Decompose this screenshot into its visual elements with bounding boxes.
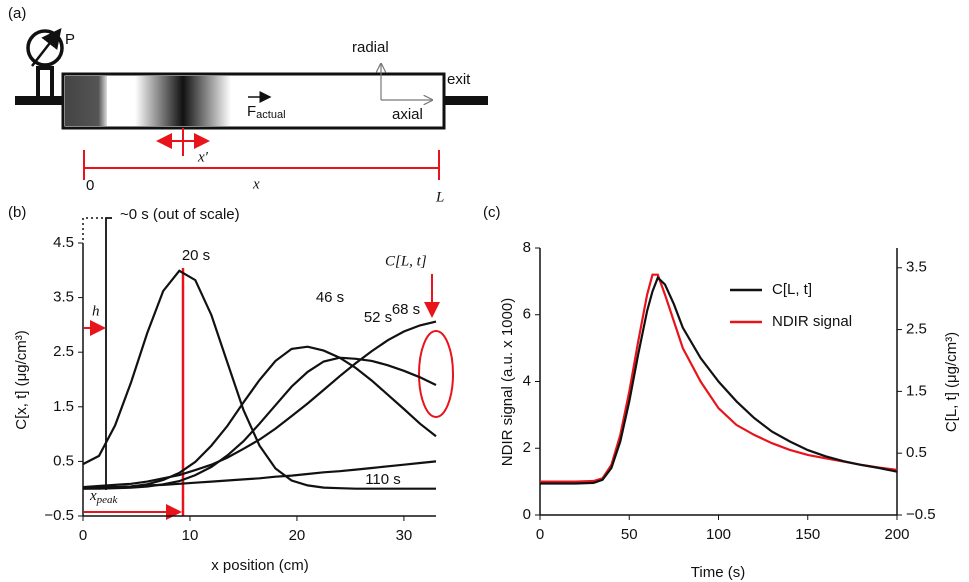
x-tick-label: 0 [536,526,544,543]
x-peak-base: x [89,488,97,504]
y-tick-label: 0.5 [53,452,74,469]
x-tick-label: 50 [621,526,638,543]
legend-label: C[L, t] [772,281,812,298]
data-line [540,273,898,483]
exit-label: exit [447,71,471,88]
y2-tick-label: 2.5 [906,321,927,338]
y2-tick-label: 3.5 [906,259,927,276]
concentration-band [135,76,231,126]
inlet-pipe [15,96,65,105]
start-label: 0 [86,177,94,194]
y-tick-label: 4.5 [53,234,74,251]
x-tick-label: 10 [182,527,199,544]
y-tick-label: 0 [523,506,531,523]
gauge-stem [36,66,54,96]
gauge-needle [31,28,62,67]
y2-tick-label: 0.5 [906,444,927,461]
data-line [82,460,437,489]
radial-label: radial [352,39,389,56]
curve-label: 110 s [365,471,401,488]
y-tick-label: 3.5 [53,289,74,306]
y-tick-label: 1.5 [53,398,74,415]
width-label: x′ [197,149,209,165]
y2-axis-label: C[L, t] (μg/cm³) [943,332,960,432]
y-tick-label: −0.5 [44,507,74,524]
y-tick-label: 2 [523,439,531,456]
injected-plug [65,76,107,126]
force-sub: actual [256,109,285,121]
outlet-highlight [418,330,454,418]
panel-label: (a) [8,5,26,22]
x-axis-label: Time (s) [691,564,745,581]
data-line [82,320,437,489]
legend-label: NDIR signal [772,313,852,330]
curve-label: 46 s [316,289,344,306]
x-peak-sub: peak [96,494,119,506]
y2-tick-label: −0.5 [906,506,936,523]
pressure-label: P [65,31,75,48]
x-tick-label: 20 [289,527,306,544]
x-tick-label: 100 [706,526,731,543]
axial-label: axial [392,106,423,123]
outlet-label: C[L, t] [385,253,427,269]
x-tick-label: 30 [396,527,413,544]
exit-pipe [442,96,488,105]
force-label: Factual [247,103,286,121]
x-peak-label: xpeak [89,488,119,505]
y2-tick-label: 1.5 [906,382,927,399]
x-tick-label: 0 [79,527,87,544]
x-tick-label: 150 [795,526,820,543]
y-axis-label: NDIR signal (a.u. x 1000) [499,298,516,466]
curve-label: 52 s [364,309,392,326]
curve-label: 20 s [182,247,210,264]
y-tick-label: 4 [523,372,531,389]
curve-label: 68 s [392,301,420,318]
y-tick-label: 6 [523,306,531,323]
end-label: L [435,189,444,205]
data-line [82,269,436,490]
y-tick-label: 8 [523,239,531,256]
length-label: x [252,176,260,192]
h-label: h [92,303,100,319]
x-axis-label: x position (cm) [211,557,309,574]
data-line [540,275,898,485]
panel-label: (b) [8,204,26,221]
spike-curve [105,217,112,490]
y-tick-label: 2.5 [53,343,74,360]
force-base: F [247,103,256,120]
x-tick-label: 200 [884,526,909,543]
data-line [83,356,437,490]
spike-dotted [82,217,104,240]
spike-label: ~0 s (out of scale) [120,206,240,223]
y-axis-label: C[x, t] (μg/cm³) [13,330,30,429]
panel-label: (c) [483,204,501,221]
